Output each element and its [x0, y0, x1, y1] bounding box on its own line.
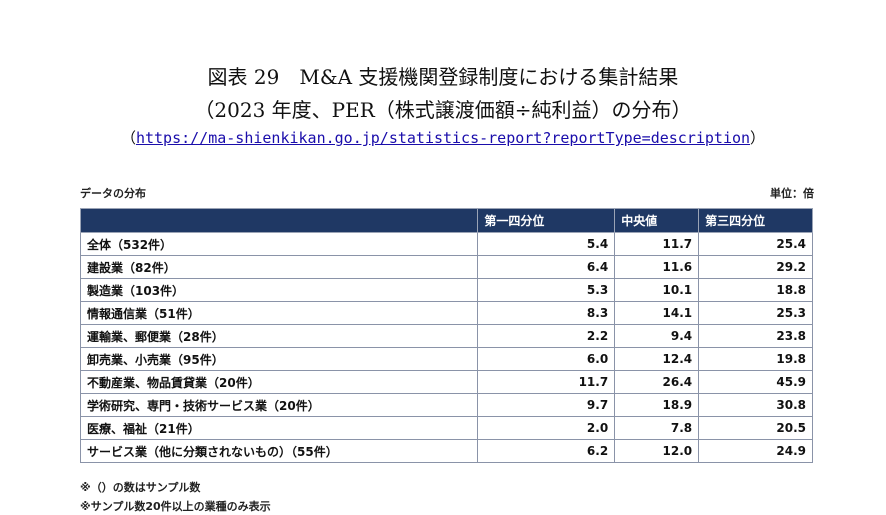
industry-label: 学術研究、専門・技術サービス業（20件） — [79, 393, 479, 417]
table-row: サービス業（他に分類されないもの）（55件） 6.2 12.0 24.9 — [79, 439, 813, 463]
table-row: 不動産業、物品賃貸業（20件） 11.7 26.4 45.9 — [79, 370, 813, 394]
value-cell: 45.9 — [698, 370, 813, 394]
note-sample-count: ※（）の数はサンプル数 — [80, 481, 201, 494]
value-cell: 8.3 — [477, 301, 616, 325]
industry-label: サービス業（他に分類されないもの）（55件） — [79, 439, 479, 463]
value-cell: 25.3 — [698, 301, 813, 325]
table-caption: データの分布 — [80, 187, 146, 200]
value-cell: 5.4 — [477, 232, 616, 256]
value-cell: 6.0 — [477, 347, 616, 371]
value-cell: 18.9 — [614, 393, 700, 417]
value-cell: 23.8 — [698, 324, 813, 348]
url-close-paren: ） — [750, 129, 766, 147]
column-header: 中央値 — [614, 208, 700, 233]
value-cell: 20.5 — [698, 416, 813, 440]
column-header: 第一四分位 — [477, 208, 616, 233]
table-row: 医療、福祉（21件） 2.0 7.8 20.5 — [79, 416, 813, 440]
figure-subtitle: （2023 年度、PER（株式譲渡価額÷純利益）の分布） — [194, 98, 692, 122]
value-cell: 11.7 — [614, 232, 700, 256]
value-cell: 29.2 — [698, 255, 813, 279]
value-cell: 9.7 — [477, 393, 616, 417]
industry-label: 不動産業、物品賃貸業（20件） — [79, 370, 479, 394]
value-cell: 5.3 — [477, 278, 616, 302]
industry-label: 運輸業、郵便業（28件） — [79, 324, 479, 348]
table-row: 全体（532件） 5.4 11.7 25.4 — [79, 232, 813, 256]
industry-label: 情報通信業（51件） — [79, 301, 479, 325]
value-cell: 25.4 — [698, 232, 813, 256]
value-cell: 18.8 — [698, 278, 813, 302]
table-header-row: 第一四分位 中央値 第三四分位 — [79, 208, 813, 233]
value-cell: 12.4 — [614, 347, 700, 371]
value-cell: 6.4 — [477, 255, 616, 279]
value-cell: 30.8 — [698, 393, 813, 417]
industry-label: 医療、福祉（21件） — [79, 416, 479, 440]
column-header — [79, 208, 479, 233]
value-cell: 12.0 — [614, 439, 700, 463]
figure-title: 図表 29 M&A 支援機関登録制度における集計結果 — [207, 65, 679, 89]
value-cell: 7.8 — [614, 416, 700, 440]
value-cell: 9.4 — [614, 324, 700, 348]
note-industry-filter: ※サンプル数20件以上の業種のみ表示 — [80, 500, 271, 513]
table-row: 情報通信業（51件） 8.3 14.1 25.3 — [79, 301, 813, 325]
table-row: 学術研究、専門・技術サービス業（20件） 9.7 18.9 30.8 — [79, 393, 813, 417]
value-cell: 6.2 — [477, 439, 616, 463]
value-cell: 2.0 — [477, 416, 616, 440]
table-row: 運輸業、郵便業（28件） 2.2 9.4 23.8 — [79, 324, 813, 348]
value-cell: 10.1 — [614, 278, 700, 302]
industry-label: 建設業（82件） — [79, 255, 479, 279]
value-cell: 2.2 — [477, 324, 616, 348]
value-cell: 11.6 — [614, 255, 700, 279]
table-row: 卸売業、小売業（95件） 6.0 12.4 19.8 — [79, 347, 813, 371]
column-header: 第三四分位 — [698, 208, 813, 233]
industry-label: 全体（532件） — [79, 232, 479, 256]
url-open-paren: （ — [120, 129, 136, 147]
value-cell: 24.9 — [698, 439, 813, 463]
value-cell: 26.4 — [614, 370, 700, 394]
value-cell: 11.7 — [477, 370, 616, 394]
source-url-line: （https://ma-shienkikan.go.jp/statistics-… — [0, 127, 886, 148]
value-cell: 14.1 — [614, 301, 700, 325]
value-cell: 19.8 — [698, 347, 813, 371]
industry-label: 製造業（103件） — [79, 278, 479, 302]
industry-label: 卸売業、小売業（95件） — [79, 347, 479, 371]
table-body: 全体（532件） 5.4 11.7 25.4 建設業（82件） 6.4 11.6 29.2 製造… — [79, 232, 813, 463]
source-link[interactable]: https://ma-shienkikan.go.jp/statistics-r… — [135, 129, 751, 147]
table-row: 製造業（103件） 5.3 10.1 18.8 — [79, 278, 813, 302]
table-row: 建設業（82件） 6.4 11.6 29.2 — [79, 255, 813, 279]
per-distribution-table: 第一四分位 中央値 第三四分位 全体（532件） 5.4 11.7 25.4 建設業（82件… — [79, 208, 813, 463]
unit-label: 単位：倍 — [770, 187, 814, 200]
